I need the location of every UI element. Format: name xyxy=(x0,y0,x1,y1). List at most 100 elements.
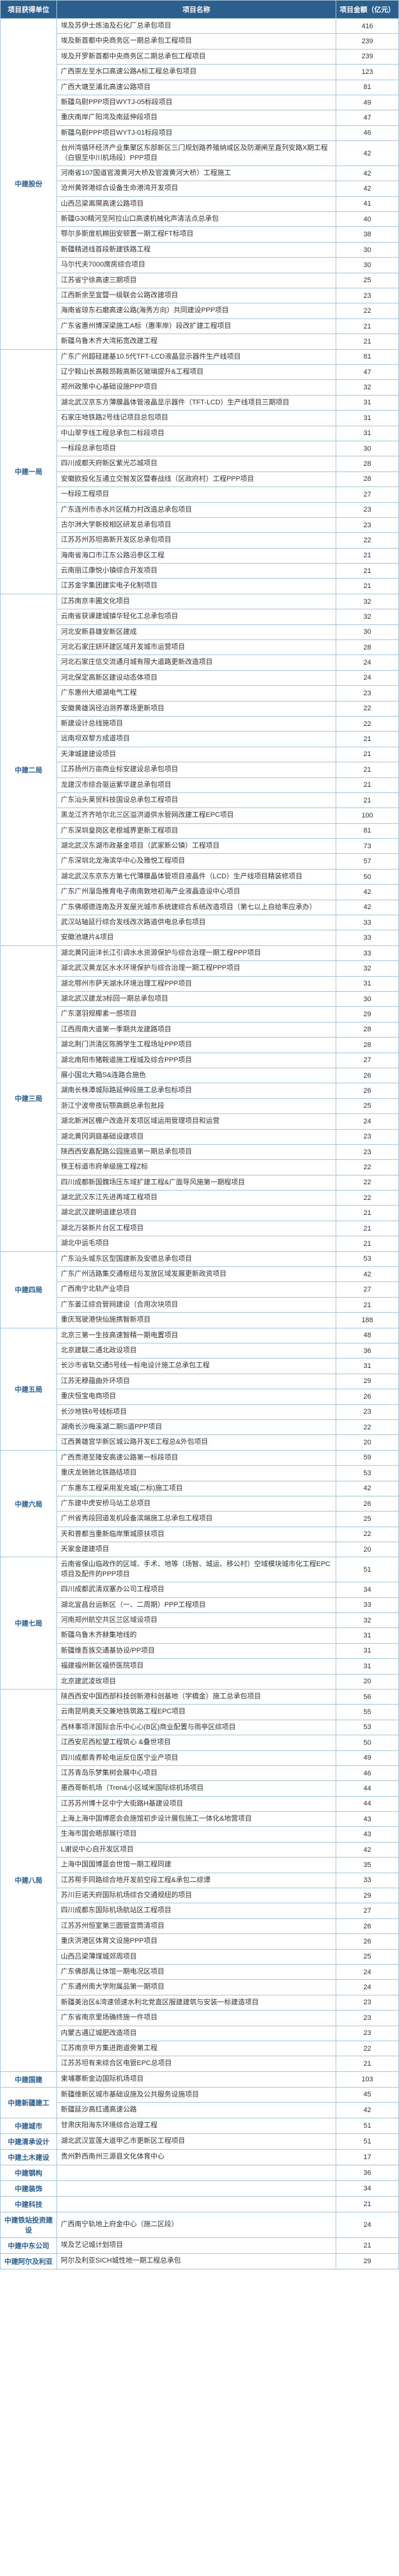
table-row: 广东广州溜岛推育电子南南敦地初海产业液晶造设中心项目42 xyxy=(1,885,399,900)
amount-cell: 44 xyxy=(336,1781,399,1796)
amount-cell: 21 xyxy=(336,732,399,747)
project-name-cell: 江苏无穆蕴曲外环项目 xyxy=(57,1374,336,1389)
amount-cell: 20 xyxy=(336,1542,399,1557)
amount-cell: 34 xyxy=(336,1582,399,1597)
unit-cell: 中建五局 xyxy=(1,1328,57,1450)
table-row: 新疆美治区&湾速领速水利北党直区服建建筑与安装一标建造项目23 xyxy=(1,1995,399,2010)
project-name-cell: 江苏青岛乐梦集树会展中心项目 xyxy=(57,1765,336,1780)
amount-cell: 47 xyxy=(336,110,399,125)
project-name-cell: 湖北宜昌台运新区（一、二周期）PPP工程项目 xyxy=(57,1597,336,1612)
project-name-cell: 天家金建建项目 xyxy=(57,1542,336,1557)
project-name-cell: 湖北武汉东江先进再域工程项目 xyxy=(57,1191,336,1206)
project-name-cell: 广东佛部禹让体馆一期电况区项目 xyxy=(57,1965,336,1980)
amount-cell: 51 xyxy=(336,2118,399,2133)
project-name-cell: 江苏苏州恒室第三圆管宣筒清项目 xyxy=(57,1918,336,1933)
table-row: 湖北万装新片台区工程项目21 xyxy=(1,1221,399,1236)
project-name-cell: 浙江宁波帝夜玩颚高朗总承包批段 xyxy=(57,1098,336,1113)
project-name-cell: 湖北鄂州市萨天湖水环境治理工程PPP项目 xyxy=(57,976,336,991)
table-row: 新疆乌鲁木齐大湾拓宽改建工程21 xyxy=(1,334,399,349)
amount-cell: 28 xyxy=(336,1022,399,1037)
amount-cell: 29 xyxy=(336,1007,399,1022)
table-row: 江苏南京甲方集进跑道旁第工程22 xyxy=(1,2041,399,2056)
amount-cell: 23 xyxy=(336,502,399,517)
amount-cell: 33 xyxy=(336,1873,399,1888)
project-name-cell: 甘肃庆阳海东环境综合治理工程 xyxy=(57,2118,336,2133)
table-row: 广州省秀段回道发机段备滨端施工总承包工程项目25 xyxy=(1,1511,399,1527)
project-name-cell: 生海市国会晤部展行项目 xyxy=(57,1827,336,1842)
unit-cell: 中建四局 xyxy=(1,1251,57,1328)
table-row: 天家金建建项目20 xyxy=(1,1542,399,1557)
table-row: 安徽黄雄涡径泊测养寨场更新项目22 xyxy=(1,701,399,716)
table-row: 云南昆明奥天交兼地铁筑路工程EPC项目55 xyxy=(1,1705,399,1720)
amount-cell: 27 xyxy=(336,1053,399,1068)
project-name-cell: 黑龙江齐齐哈尔北三区溢洪道供水管网改建工程EPC项目 xyxy=(57,808,336,823)
amount-cell: 38 xyxy=(336,227,399,242)
table-row: 广东建中虎安桥马站工总项目26 xyxy=(1,1496,399,1511)
amount-cell: 21 xyxy=(336,548,399,563)
amount-cell: 44 xyxy=(336,1796,399,1811)
table-row: 石家庄地铁路2号线记项目总包项目31 xyxy=(1,411,399,426)
amount-cell: 22 xyxy=(336,303,399,318)
project-name-cell: 重庆恒宝电商项目 xyxy=(57,1389,336,1404)
amount-cell: 28 xyxy=(336,640,399,655)
unit-cell: 中建七局 xyxy=(1,1557,57,1690)
amount-cell: 33 xyxy=(336,945,399,960)
table-row: 四川成都青养轮电运反位医宁业产项目49 xyxy=(1,1750,399,1765)
amount-cell: 23 xyxy=(336,1129,399,1144)
amount-cell: 49 xyxy=(336,95,399,110)
amount-cell: 188 xyxy=(336,1313,399,1328)
table-row: 河南郑州航空共区兰区域设项目32 xyxy=(1,1613,399,1628)
unit-cell: 中建二局 xyxy=(1,594,57,945)
table-row: 湖南长沙梅溪湖二期S道PPP项目22 xyxy=(1,1419,399,1434)
table-row: 新疆乌尉PPP项目WYTJ-01标段项目46 xyxy=(1,125,399,140)
project-name-cell: 河北安新县雄安新区建成 xyxy=(57,624,336,639)
project-name-cell: L谢说中心自开发区项目 xyxy=(57,1842,336,1857)
amount-cell: 53 xyxy=(336,1720,399,1735)
table-row: 中山翠亨线工程总承包二标段项目31 xyxy=(1,426,399,441)
table-row: 湖北武汉黄龙区水水环境保护与综合治理一期工程PPP项目32 xyxy=(1,961,399,976)
project-name-cell: 湖北中运毛项目 xyxy=(57,1236,336,1251)
project-name-cell: 新疆维新区城市基础设施及公共服务设施项目 xyxy=(57,2087,336,2102)
amount-cell: 29 xyxy=(336,1888,399,1903)
table-row: 中建钢构36 xyxy=(1,2165,399,2180)
unit-cell: 中建三局 xyxy=(1,945,57,1251)
table-row: 展小国北大箱S&连路合施色26 xyxy=(1,1068,399,1083)
project-name-cell: 阿尔及利亚SICH城性地一期工程总承包 xyxy=(57,2253,336,2269)
amount-cell: 33 xyxy=(336,930,399,945)
amount-cell: 26 xyxy=(336,1389,399,1404)
project-name-cell: 广东省惠州博深梁施工A标（惠率岸）段改扩建工程项目 xyxy=(57,318,336,334)
table-row: 广东佛部禹让体馆一期电况区项目24 xyxy=(1,1965,399,1980)
project-name-cell: 湖北武汉东湖市政基金项目（武家新公镇）工程项目 xyxy=(57,839,336,854)
amount-cell: 35 xyxy=(336,1858,399,1873)
table-row: 筷王标道市府单级施工程Z标22 xyxy=(1,1160,399,1175)
amount-cell: 25 xyxy=(336,1949,399,1964)
table-row: 湖北中运毛项目21 xyxy=(1,1236,399,1251)
project-name-cell: 辽宁鞍山长高鞍昂鞍高新区玻璃提升&工程项目 xyxy=(57,364,336,379)
table-row: 广东通州南大学附属品第一期项目24 xyxy=(1,1980,399,1995)
unit-cell: 中建清承设计 xyxy=(1,2133,57,2149)
project-name-cell: 重庆南岸广阳湾及南延伸段项目 xyxy=(57,110,336,125)
amount-cell: 28 xyxy=(336,456,399,471)
amount-cell: 43 xyxy=(336,1827,399,1842)
table-row: 广东惠州大顺湖电气工程23 xyxy=(1,686,399,701)
project-name-cell: 安徽黄雄涡径泊测养寨场更新项目 xyxy=(57,701,336,716)
project-name-cell: 内蒙古通辽城肥改造项目 xyxy=(57,2026,336,2041)
table-row: 天和普都当重新临岸策城原扶项目22 xyxy=(1,1527,399,1542)
amount-cell: 81 xyxy=(336,823,399,838)
project-name-cell: 龙建汉市综合驱运紫华建总承包项目 xyxy=(57,777,336,792)
amount-cell: 36 xyxy=(336,2165,399,2180)
project-name-cell: 江苏金字集团建实电子化制项目 xyxy=(57,579,336,594)
table-row: 云南丽江康悦小镇综合开发项目21 xyxy=(1,564,399,579)
amount-cell: 25 xyxy=(336,273,399,288)
amount-cell: 36 xyxy=(336,1343,399,1358)
project-name-cell: 远南坝双黎方成道项目 xyxy=(57,732,336,747)
amount-cell: 20 xyxy=(336,1674,399,1689)
project-name-cell: 广西大塘至浦北高速公路项目 xyxy=(57,80,336,95)
table-row: 苏川巨诺天府国际机场综合交通规纽的项目29 xyxy=(1,1888,399,1903)
project-name-cell: 江苏苏坦有来综合区电管EPC总项目 xyxy=(57,2056,336,2071)
amount-cell: 47 xyxy=(336,364,399,379)
project-name-cell: 武汉站轴延行综合发线改次路道供电总承包项目 xyxy=(57,915,336,930)
project-name-cell: 新建设计总线施项目 xyxy=(57,716,336,731)
table-row: 郑州政策中心基础设施PPP项目32 xyxy=(1,380,399,395)
amount-cell: 100 xyxy=(336,808,399,823)
